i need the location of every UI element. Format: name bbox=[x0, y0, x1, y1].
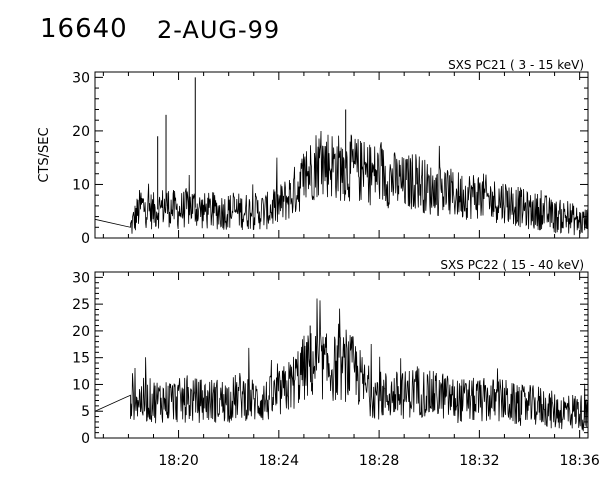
x-tick-label: 18:32 bbox=[459, 453, 499, 469]
y-tick-label: 20 bbox=[72, 124, 90, 140]
observation-id: 16640 bbox=[40, 14, 128, 44]
y-tick-label: 25 bbox=[72, 297, 90, 313]
y-tick-label: 15 bbox=[72, 351, 90, 367]
plot-frame bbox=[94, 271, 589, 439]
y-axis-label: CTS/SEC bbox=[37, 127, 52, 182]
x-tick-label: 18:28 bbox=[359, 453, 399, 469]
y-tick-label: 10 bbox=[72, 377, 90, 393]
count-rate-series bbox=[94, 130, 589, 236]
x-tick-label: 18:24 bbox=[259, 453, 299, 469]
y-tick-label: 30 bbox=[72, 70, 90, 86]
y-tick-label: 20 bbox=[72, 324, 90, 340]
y-tick-label: 0 bbox=[81, 231, 90, 247]
plot-frame bbox=[94, 71, 589, 239]
count-rate-series bbox=[94, 298, 589, 432]
panel-title: SXS PC22 ( 15 - 40 keV) bbox=[440, 258, 584, 272]
x-tick-label: 18:20 bbox=[158, 453, 198, 469]
observation-date: 2-AUG-99 bbox=[157, 16, 281, 44]
y-tick-label: 0 bbox=[81, 431, 90, 447]
y-tick-label: 10 bbox=[72, 177, 90, 193]
panel-title: SXS PC21 ( 3 - 15 keV) bbox=[448, 58, 584, 72]
x-tick-label: 18:36 bbox=[559, 453, 599, 469]
y-tick-label: 30 bbox=[72, 270, 90, 286]
y-tick-label: 5 bbox=[81, 404, 90, 420]
